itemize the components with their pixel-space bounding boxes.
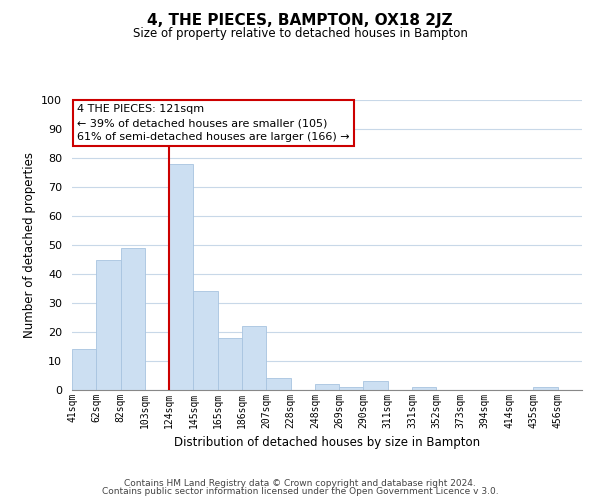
Bar <box>242 326 266 390</box>
Bar <box>193 292 218 390</box>
Bar <box>169 164 193 390</box>
Text: Contains HM Land Registry data © Crown copyright and database right 2024.: Contains HM Land Registry data © Crown c… <box>124 478 476 488</box>
Text: 4, THE PIECES, BAMPTON, OX18 2JZ: 4, THE PIECES, BAMPTON, OX18 2JZ <box>147 12 453 28</box>
Bar <box>266 378 290 390</box>
Text: Contains public sector information licensed under the Open Government Licence v : Contains public sector information licen… <box>101 487 499 496</box>
Bar <box>96 260 121 390</box>
Bar <box>364 382 388 390</box>
Bar <box>533 387 558 390</box>
Bar <box>315 384 339 390</box>
Bar <box>218 338 242 390</box>
Text: 4 THE PIECES: 121sqm
← 39% of detached houses are smaller (105)
61% of semi-deta: 4 THE PIECES: 121sqm ← 39% of detached h… <box>77 104 350 142</box>
Text: Size of property relative to detached houses in Bampton: Size of property relative to detached ho… <box>133 28 467 40</box>
Y-axis label: Number of detached properties: Number of detached properties <box>23 152 36 338</box>
Bar <box>339 387 364 390</box>
Bar <box>72 350 96 390</box>
Bar <box>121 248 145 390</box>
X-axis label: Distribution of detached houses by size in Bampton: Distribution of detached houses by size … <box>174 436 480 450</box>
Bar <box>412 387 436 390</box>
